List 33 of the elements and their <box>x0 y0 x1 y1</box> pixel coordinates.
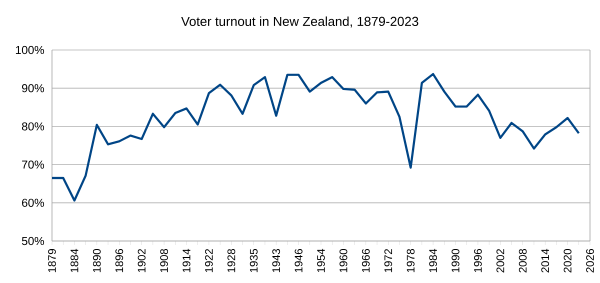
chart-title: Voter turnout in New Zealand, 1879-2023 <box>181 16 418 28</box>
x-tick-label: 1972 <box>384 249 392 272</box>
y-tick-label: 60% <box>22 198 44 207</box>
x-tick-label: 1966 <box>362 249 370 272</box>
x-tick-label: 1922 <box>205 249 213 272</box>
x-tick-label: 1879 <box>48 249 56 272</box>
x-tick-label: 2002 <box>496 249 504 272</box>
x-tick-label: 1908 <box>160 249 168 272</box>
y-tick-label: 50% <box>22 236 44 246</box>
x-tick-label: 1935 <box>250 248 258 272</box>
x-tick-label: 2008 <box>518 249 527 272</box>
x-tick-label: 1914 <box>182 248 190 272</box>
x-tick-label: 2026 <box>586 249 594 272</box>
x-tick-label: 2014 <box>541 248 550 272</box>
x-tick-label: 2020 <box>564 248 572 272</box>
x-tick-label: 1990 <box>452 248 460 272</box>
x-tick-label: 1946 <box>294 249 302 272</box>
x-tick-label: 1978 <box>406 249 415 272</box>
x-tick-label: 1943 <box>272 249 280 272</box>
x-tick-label: 1996 <box>474 249 482 272</box>
x-tick-label: 1960 <box>340 248 348 272</box>
y-tick-label: 80% <box>22 122 44 130</box>
y-tick-label: 100% <box>16 46 44 54</box>
x-tick-label: 1928 <box>227 249 236 272</box>
x-tick-label: 1896 <box>115 249 124 272</box>
x-tick-label: 1890 <box>92 248 101 272</box>
line-series <box>50 72 580 202</box>
x-tick-label: 1984 <box>429 248 437 272</box>
x-tick-label: 1884 <box>70 248 78 272</box>
y-tick-label: 70% <box>22 160 44 169</box>
x-tick-label: 1954 <box>317 248 325 272</box>
x-tick-label: 1902 <box>138 249 146 272</box>
y-tick-label: 90% <box>22 84 44 92</box>
